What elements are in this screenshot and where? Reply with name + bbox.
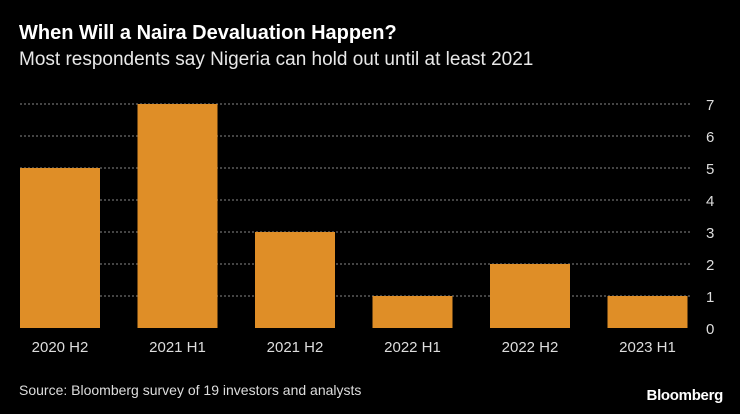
y-tick-label: 5: [706, 161, 714, 178]
x-tick-label: 2020 H2: [32, 339, 89, 356]
y-tick-label: 1: [706, 289, 714, 306]
y-tick-label: 2: [706, 257, 714, 274]
bar-2020-h2: [20, 168, 100, 328]
y-tick-label: 0: [706, 321, 714, 338]
source-note: Source: Bloomberg survey of 19 investors…: [19, 382, 362, 398]
bar-2023-h1: [607, 296, 688, 328]
chart-title: When Will a Naira Devaluation Happen?: [19, 22, 397, 44]
bar-2022-h2: [490, 264, 570, 328]
x-tick-label: 2021 H1: [149, 339, 206, 356]
y-tick-label: 6: [706, 129, 714, 146]
x-tick-label: 2021 H2: [267, 339, 324, 356]
y-tick-label: 3: [706, 225, 714, 242]
chart-subtitle: Most respondents say Nigeria can hold ou…: [19, 49, 534, 70]
bar-2021-h2: [255, 232, 335, 328]
bar-2022-h1: [372, 296, 453, 328]
x-tick-label: 2022 H2: [502, 339, 559, 356]
bar-2021-h1: [137, 104, 218, 328]
y-tick-label: 7: [706, 97, 714, 114]
x-tick-label: 2022 H1: [384, 339, 441, 356]
y-tick-label: 4: [706, 193, 714, 210]
x-tick-label: 2023 H1: [619, 339, 676, 356]
bloomberg-logo: Bloomberg: [646, 387, 724, 404]
